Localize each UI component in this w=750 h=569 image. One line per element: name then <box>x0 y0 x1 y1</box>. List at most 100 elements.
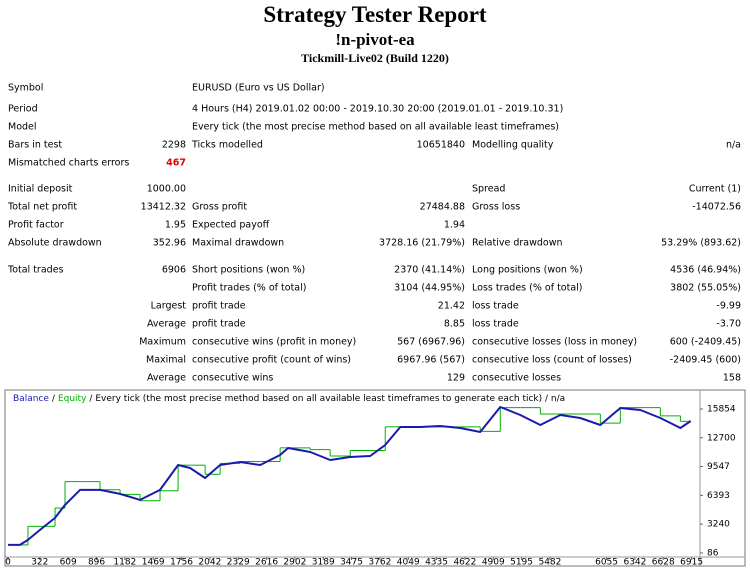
x-tick-label: 3762 <box>368 558 391 568</box>
table-cell: 2298 <box>161 139 186 151</box>
table-cell: Largest <box>150 300 186 312</box>
table-cell: 467 <box>166 157 186 169</box>
table-cell: 4 Hours (H4) 2019.01.02 00:00 - 2019.10.… <box>192 103 564 115</box>
table-cell: 158 <box>722 372 741 384</box>
table-cell: Relative drawdown <box>472 237 563 249</box>
expert-name: !n-pivot-ea <box>335 30 415 49</box>
y-tick-label: 6393 <box>707 491 730 501</box>
legend-note: / Every tick (the most precise method ba… <box>89 394 565 404</box>
table-cell: consecutive profit (count of wins) <box>192 354 352 366</box>
table-cell: 8.85 <box>443 318 465 330</box>
y-tick-label: 3240 <box>707 520 730 530</box>
table-cell: Model <box>8 121 37 133</box>
table-cell: 600 (-2409.45) <box>669 336 741 348</box>
chart: 86 3240 6393 9547 12700 15854 0 322 609 896 1182 14… <box>4 389 746 568</box>
table-cell: 3802 (55.05%) <box>670 282 741 294</box>
legend-separator: / <box>52 394 56 404</box>
table-cell: 6906 <box>161 264 186 276</box>
x-tick-label: 0 <box>5 558 11 568</box>
table-cell: consecutive loss (count of losses) <box>472 354 632 366</box>
balance-line <box>8 406 692 546</box>
table-cell: -3.70 <box>716 318 741 330</box>
chart-frame <box>4 389 746 567</box>
table-cell: 1.95 <box>164 219 186 231</box>
x-tick-label: 3475 <box>340 558 363 568</box>
x-tick-label: 6342 <box>623 558 646 568</box>
table-cell: 1000.00 <box>146 183 186 195</box>
y-tick-label: 9547 <box>707 462 730 472</box>
x-tick-label: 609 <box>60 558 77 568</box>
table-cell: consecutive losses <box>472 372 562 384</box>
table-cell: 53.29% (893.62) <box>661 237 741 249</box>
table-cell: Total trades <box>8 264 64 276</box>
table-cell: Initial deposit <box>8 183 73 195</box>
table-cell: loss trade <box>472 318 519 330</box>
x-tick-label: 6628 <box>652 558 675 568</box>
table-cell: Profit factor <box>8 219 64 231</box>
table-cell: Absolute drawdown <box>8 237 102 249</box>
table-cell: Modelling quality <box>472 139 554 151</box>
x-tick-label: 6055 <box>595 558 618 568</box>
table-cell: Period <box>8 103 38 115</box>
table-cell: Gross profit <box>192 201 248 213</box>
table-cell: Average <box>146 372 186 384</box>
table-cell: -14072.56 <box>692 201 741 213</box>
legend-entry: Balance <box>13 394 49 404</box>
table-cell: Maximal drawdown <box>192 237 285 249</box>
table-cell: 21.42 <box>437 300 465 312</box>
table-cell: -9.99 <box>716 300 741 312</box>
table-cell: Maximal <box>146 354 186 366</box>
x-tick-label: 5195 <box>510 558 533 568</box>
table-cell: 4536 (46.94%) <box>670 264 741 276</box>
table-cell: profit trade <box>192 300 246 312</box>
table-cell: Profit trades (% of total) <box>192 282 307 294</box>
x-tick-label: 1756 <box>170 558 193 568</box>
table-cell: EURUSD (Euro vs US Dollar) <box>192 82 325 94</box>
x-tick-label: 1182 <box>113 558 136 568</box>
x-tick-label: 2902 <box>283 558 306 568</box>
x-tick-label: 896 <box>88 558 105 568</box>
table-cell: 129 <box>446 372 465 384</box>
x-tick-label: 2616 <box>255 558 278 568</box>
x-tick-label: 4622 <box>453 558 476 568</box>
x-tick-label: 4335 <box>425 558 448 568</box>
table-cell: 6967.96 (567) <box>397 354 465 366</box>
x-tick-label: 4909 <box>482 558 505 568</box>
x-tick-label: 5482 <box>538 558 561 568</box>
table-cell: Average <box>146 318 186 330</box>
server-name: Tickmill-Live02 (Build 1220) <box>301 51 449 65</box>
table-cell: Loss trades (% of total) <box>472 282 583 294</box>
table-cell: consecutive wins (profit in money) <box>192 336 357 348</box>
x-tick-label: 4049 <box>397 558 420 568</box>
table-cell: Expected payoff <box>192 219 270 231</box>
legend: Balance / Equity / Every tick (the most pre… <box>13 394 565 404</box>
table-cell: Short positions (won %) <box>192 264 306 276</box>
x-tick-label: 2042 <box>198 558 221 568</box>
table-cell: Bars in test <box>8 139 63 151</box>
table-cell: Ticks modelled <box>192 139 263 151</box>
y-tick-label: 86 <box>707 548 719 558</box>
x-tick-label: 1469 <box>142 558 165 568</box>
x-tick-label: 3189 <box>312 558 335 568</box>
x-tick-label: 6915 <box>680 558 703 568</box>
table-cell: 3104 (44.95%) <box>394 282 465 294</box>
table-cell: 1.94 <box>443 219 465 231</box>
x-tick-label: 2329 <box>227 558 250 568</box>
table-cell: consecutive wins <box>192 372 274 384</box>
table-cell: Long positions (won %) <box>472 264 583 276</box>
table-cell: Symbol <box>8 82 44 94</box>
y-tick-label: 15854 <box>707 404 736 414</box>
table-cell: n/a <box>725 139 741 151</box>
table-cell: -2409.45 (600) <box>669 354 741 366</box>
table-cell: Mismatched charts errors <box>8 157 130 169</box>
table-cell: 27484.88 <box>419 201 465 213</box>
table-cell: Gross loss <box>472 201 521 213</box>
table-cell: 13412.32 <box>140 201 186 213</box>
table-cell: consecutive losses (loss in money) <box>472 336 638 348</box>
table-cell: profit trade <box>192 318 246 330</box>
table-cell: 2370 (41.14%) <box>394 264 465 276</box>
table-cell: 352.96 <box>152 237 186 249</box>
report-title: Strategy Tester Report <box>263 2 487 27</box>
table-cell: Spread <box>472 183 506 195</box>
